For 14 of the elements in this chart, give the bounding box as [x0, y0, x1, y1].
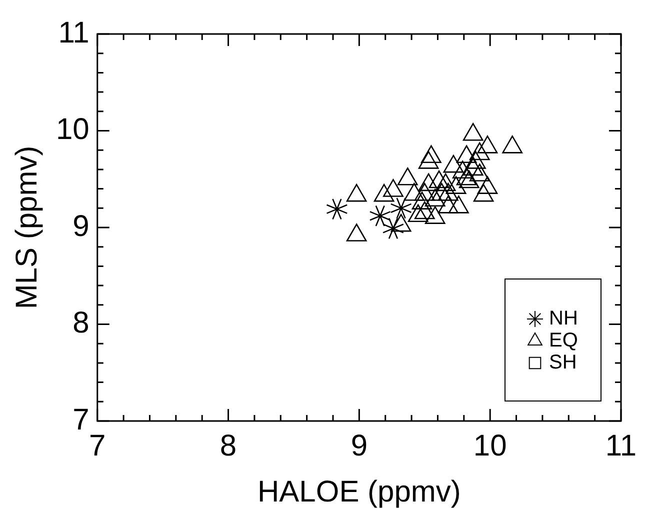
x-tick-label: 11	[605, 429, 637, 462]
legend-label: SH	[549, 352, 577, 374]
x-tick-label: 8	[220, 429, 237, 462]
x-axis-title: HALOE (ppmv)	[257, 475, 461, 508]
y-tick-label: 8	[72, 306, 90, 340]
y-tick-label: 7	[72, 403, 90, 436]
y-tick-label: 10	[56, 113, 90, 146]
y-tick-label: 9	[72, 210, 90, 243]
x-tick-label: 10	[473, 429, 507, 462]
x-tick-label: 9	[350, 429, 368, 462]
y-axis-title: MLS (ppmv)	[10, 146, 44, 310]
legend-label: EQ	[549, 330, 578, 352]
legend-label: NH	[549, 308, 578, 330]
y-tick-label: 11	[58, 16, 90, 50]
